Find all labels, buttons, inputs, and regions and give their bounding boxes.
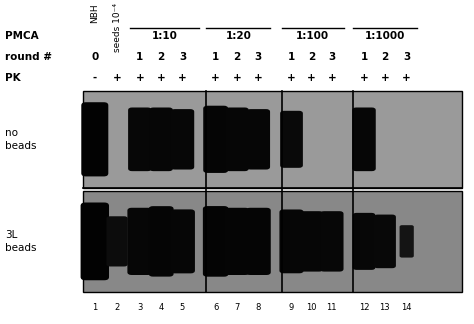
- Text: +: +: [211, 73, 220, 83]
- Text: +: +: [381, 73, 389, 83]
- Text: 7: 7: [234, 303, 240, 312]
- Text: 11: 11: [327, 303, 337, 312]
- FancyBboxPatch shape: [279, 210, 304, 273]
- Text: 8: 8: [255, 303, 261, 312]
- Text: PK: PK: [5, 73, 20, 83]
- FancyBboxPatch shape: [300, 211, 323, 272]
- FancyBboxPatch shape: [171, 109, 194, 169]
- Text: 3: 3: [137, 303, 143, 312]
- FancyBboxPatch shape: [149, 206, 173, 277]
- FancyBboxPatch shape: [81, 202, 109, 280]
- Text: 4: 4: [158, 303, 164, 312]
- Text: 3: 3: [179, 52, 186, 62]
- Text: 0: 0: [91, 52, 99, 62]
- Text: -: -: [93, 73, 97, 83]
- Text: 1: 1: [212, 52, 219, 62]
- Text: 3: 3: [255, 52, 262, 62]
- Text: +: +: [254, 73, 263, 83]
- Text: 2: 2: [381, 52, 389, 62]
- Text: 1: 1: [360, 52, 368, 62]
- Text: 2: 2: [308, 52, 315, 62]
- FancyBboxPatch shape: [320, 211, 344, 272]
- Text: 1:100: 1:100: [296, 31, 329, 40]
- FancyBboxPatch shape: [246, 208, 271, 275]
- Text: +: +: [307, 73, 316, 83]
- Text: 2: 2: [114, 303, 120, 312]
- Text: 12: 12: [359, 303, 369, 312]
- FancyBboxPatch shape: [106, 216, 128, 266]
- Text: 1:20: 1:20: [226, 31, 251, 40]
- Text: 14: 14: [401, 303, 412, 312]
- Text: +: +: [157, 73, 165, 83]
- Text: 10: 10: [306, 303, 317, 312]
- FancyBboxPatch shape: [225, 208, 249, 275]
- FancyBboxPatch shape: [82, 102, 108, 176]
- FancyBboxPatch shape: [170, 209, 195, 273]
- FancyBboxPatch shape: [149, 108, 173, 171]
- FancyBboxPatch shape: [203, 206, 228, 277]
- FancyBboxPatch shape: [225, 108, 249, 171]
- Bar: [83, 191, 462, 292]
- Text: +: +: [178, 73, 187, 83]
- Text: 1:10: 1:10: [152, 31, 177, 40]
- Text: NBH: NBH: [91, 3, 99, 23]
- FancyBboxPatch shape: [280, 111, 303, 168]
- Text: seeds 10⁻⁴: seeds 10⁻⁴: [113, 3, 121, 52]
- Text: 6: 6: [213, 303, 219, 312]
- Text: +: +: [402, 73, 411, 83]
- FancyBboxPatch shape: [374, 214, 396, 268]
- Text: 2: 2: [233, 52, 241, 62]
- Text: 13: 13: [380, 303, 390, 312]
- Text: 2: 2: [157, 52, 165, 62]
- FancyBboxPatch shape: [128, 208, 152, 275]
- Text: 1:1000: 1:1000: [365, 31, 405, 40]
- Bar: [83, 91, 462, 188]
- FancyBboxPatch shape: [400, 225, 414, 258]
- Text: 1: 1: [136, 52, 144, 62]
- Text: 3L
beads: 3L beads: [5, 230, 36, 253]
- Text: 3: 3: [328, 52, 336, 62]
- Text: 1: 1: [288, 52, 295, 62]
- Text: 9: 9: [289, 303, 294, 312]
- Text: +: +: [328, 73, 336, 83]
- Text: round #: round #: [5, 52, 52, 62]
- FancyBboxPatch shape: [128, 108, 152, 171]
- Text: 1: 1: [92, 303, 98, 312]
- Text: PMCA: PMCA: [5, 31, 38, 40]
- FancyBboxPatch shape: [203, 106, 228, 173]
- FancyBboxPatch shape: [246, 109, 270, 169]
- Text: +: +: [360, 73, 368, 83]
- Text: +: +: [136, 73, 144, 83]
- FancyBboxPatch shape: [353, 213, 375, 270]
- Text: +: +: [233, 73, 241, 83]
- Text: +: +: [113, 73, 121, 83]
- Text: 3: 3: [403, 52, 410, 62]
- Text: no
beads: no beads: [5, 128, 36, 151]
- Text: +: +: [287, 73, 296, 83]
- Text: 5: 5: [180, 303, 185, 312]
- FancyBboxPatch shape: [352, 108, 376, 171]
